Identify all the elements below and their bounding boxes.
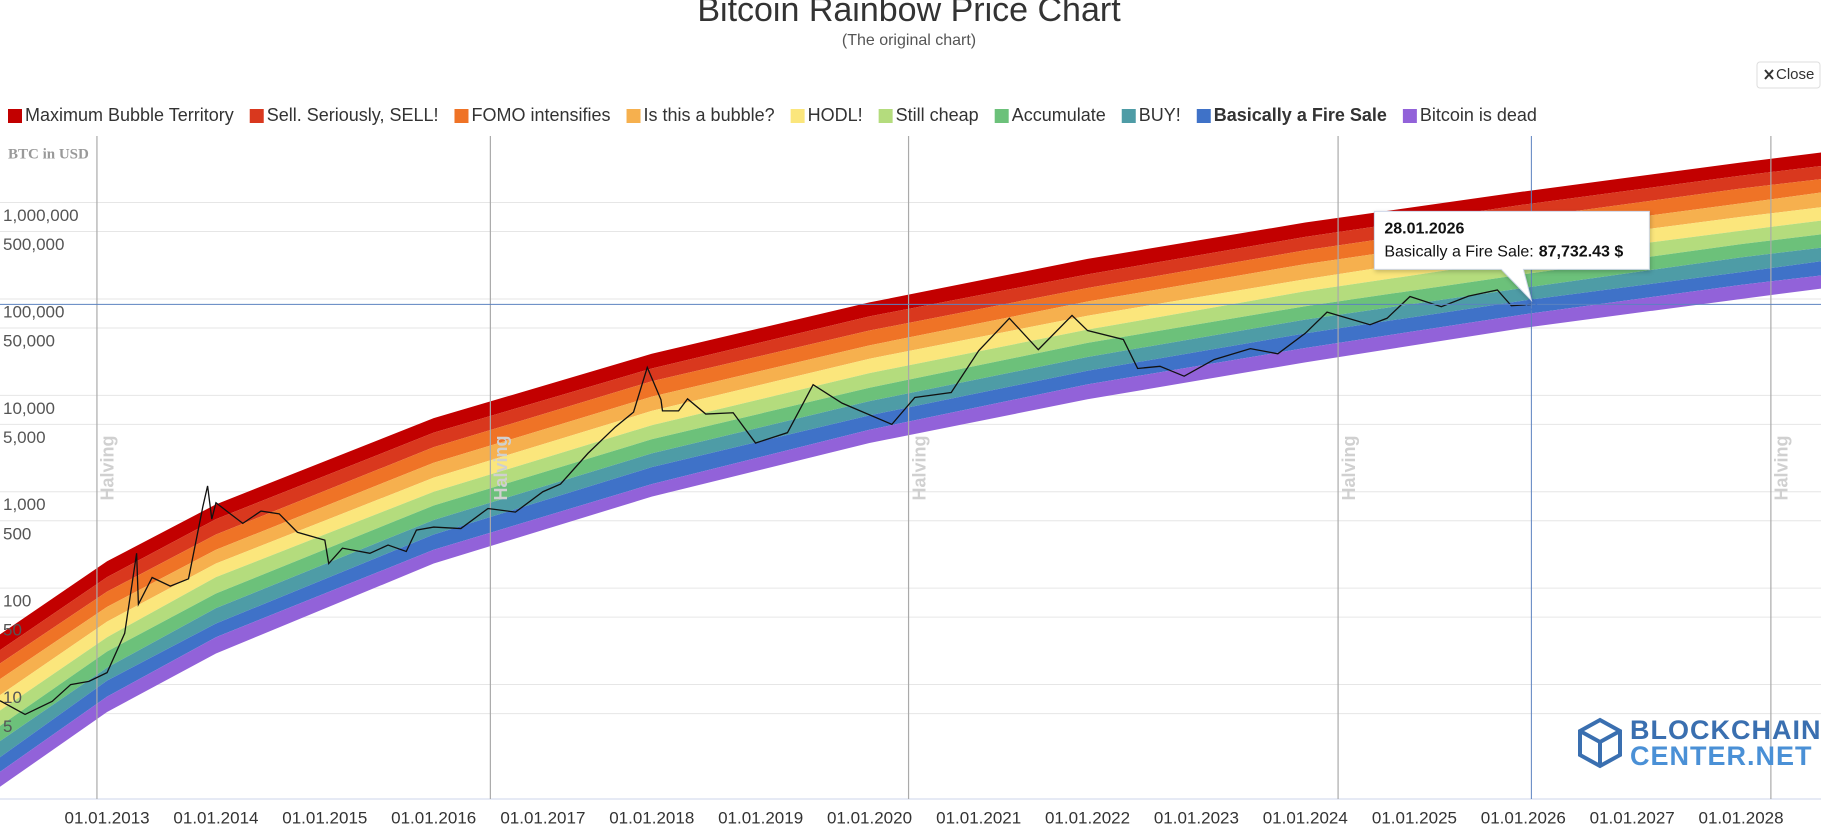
y-tick-label: 50,000 <box>3 331 55 350</box>
x-tick-label: 01.01.2026 <box>1481 808 1566 827</box>
y-tick-label: 5,000 <box>3 428 46 447</box>
halving-label: Halving <box>909 435 929 500</box>
legend-swatch[interactable] <box>878 109 893 123</box>
legend-label[interactable]: Sell. Seriously, SELL! <box>267 105 439 125</box>
y-tick-label: 100 <box>3 592 31 611</box>
legend-label[interactable]: Still cheap <box>896 105 979 125</box>
y-tick-label: 500,000 <box>3 235 64 254</box>
legend-item[interactable]: Maximum Bubble Territory <box>8 105 234 125</box>
y-tick-label: 10,000 <box>3 399 55 418</box>
y-tick-label: 100,000 <box>3 302 64 321</box>
x-tick-label: 01.01.2023 <box>1154 808 1239 827</box>
legend-item[interactable]: Bitcoin is dead <box>1402 105 1537 125</box>
halving-label: Halving <box>1772 435 1792 500</box>
x-tick-label: 01.01.2027 <box>1590 808 1675 827</box>
x-tick-label: 01.01.2022 <box>1045 808 1130 827</box>
legend-swatch[interactable] <box>626 109 641 123</box>
price-line <box>0 289 1532 716</box>
watermark-text: CENTER.NET <box>1630 741 1813 771</box>
legend-item[interactable]: Still cheap <box>878 105 979 125</box>
legend-item[interactable]: FOMO intensifies <box>454 105 611 125</box>
halving-label: Halving <box>491 435 511 500</box>
halving-label: Halving <box>1339 435 1359 500</box>
legend-swatch[interactable] <box>1196 109 1211 123</box>
chart-subtitle: (The original chart) <box>842 32 976 49</box>
close-button[interactable]: Close <box>1756 61 1821 89</box>
x-tick-label: 01.01.2024 <box>1263 808 1348 827</box>
legend-label[interactable]: Basically a Fire Sale <box>1214 105 1387 125</box>
y-tick-label: 50 <box>3 621 22 640</box>
tooltip-value: 87,732.43 $ <box>1539 244 1624 261</box>
legend-label[interactable]: Accumulate <box>1012 105 1106 125</box>
y-tick-label: 1,000 <box>3 495 46 514</box>
watermark-logo <box>1578 717 1622 769</box>
x-tick-label: 01.01.2020 <box>827 808 912 827</box>
overlay: 1,000,000 500,000 100,000 50,000 10,000 5,000… <box>0 136 1821 827</box>
legend-swatch[interactable] <box>249 109 264 123</box>
x-tick-label: 01.01.2015 <box>282 808 367 827</box>
legend-item[interactable]: Is this a bubble? <box>626 105 775 125</box>
legend-label[interactable]: Is this a bubble? <box>644 105 775 125</box>
close-icon <box>1764 69 1774 80</box>
x-tick-label: 01.01.2016 <box>391 808 476 827</box>
legend-item[interactable]: BUY! <box>1121 105 1181 125</box>
y-tick-label: 500 <box>3 524 31 543</box>
legend-swatch[interactable] <box>790 109 805 123</box>
legend-label[interactable]: HODL! <box>808 105 863 125</box>
legend-item[interactable]: Basically a Fire Sale <box>1196 105 1387 125</box>
halving-label: Halving <box>98 435 118 500</box>
y-tick-label: 10 <box>3 688 22 707</box>
legend-label[interactable]: BUY! <box>1139 105 1181 125</box>
legend-swatch[interactable] <box>8 109 22 123</box>
y-axis-title: BTC in USD <box>8 146 89 162</box>
legend-label[interactable]: Maximum Bubble Territory <box>25 105 234 125</box>
tooltip-line: Basically a Fire Sale: 87,732.43 $ <box>1384 244 1623 261</box>
tooltip-series: Basically a Fire Sale: <box>1384 244 1533 261</box>
legend-item[interactable]: HODL! <box>790 105 863 125</box>
legend-swatch[interactable] <box>1402 109 1417 123</box>
legend-item[interactable]: Accumulate <box>994 105 1106 125</box>
x-tick-label: 01.01.2028 <box>1699 808 1784 827</box>
legend-swatch[interactable] <box>1121 109 1136 123</box>
chart-title: Bitcoin Rainbow Price Chart <box>697 0 1121 29</box>
legend-label[interactable]: FOMO intensifies <box>471 105 610 125</box>
y-tick-label: 1,000,000 <box>3 206 79 225</box>
x-tick-label: 01.01.2025 <box>1372 808 1457 827</box>
x-tick-label: 01.01.2014 <box>173 808 258 827</box>
tooltip: 28.01.2026 Basically a Fire Sale: 87,732.4… <box>1373 210 1650 303</box>
y-tick-label: 5 <box>3 717 12 736</box>
legend-label[interactable]: Bitcoin is dead <box>1420 105 1537 125</box>
x-tick-label: 01.01.2018 <box>609 808 694 827</box>
legend-swatch[interactable] <box>994 109 1009 123</box>
tooltip-box <box>1373 210 1650 303</box>
legend-swatch[interactable] <box>454 109 469 123</box>
x-tick-label: 01.01.2019 <box>718 808 803 827</box>
plot-area <box>0 136 1821 799</box>
x-tick-label: 01.01.2013 <box>65 808 150 827</box>
watermark-text: BLOCKCHAIN <box>1630 715 1822 745</box>
legend-item[interactable]: Sell. Seriously, SELL! <box>249 105 439 125</box>
x-tick-label: 01.01.2021 <box>936 808 1021 827</box>
close-label[interactable]: Close <box>1776 66 1814 83</box>
tooltip-date: 28.01.2026 <box>1384 221 1464 238</box>
x-tick-label: 01.01.2017 <box>500 808 585 827</box>
